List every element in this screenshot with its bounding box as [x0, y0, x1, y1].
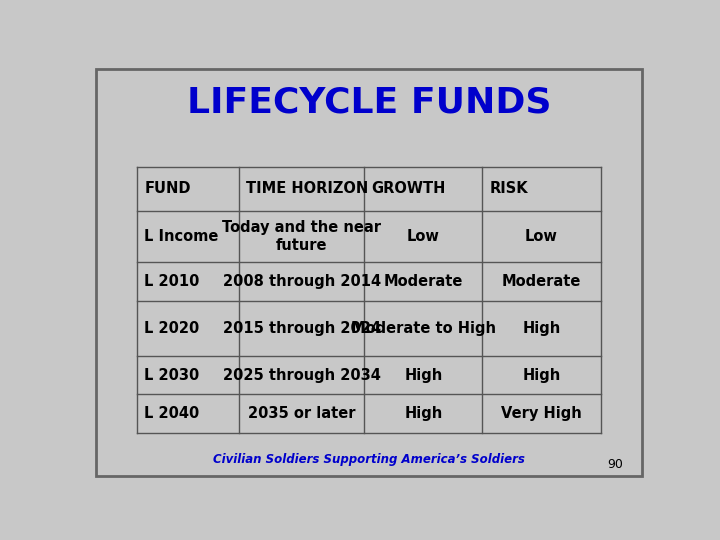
- Text: 2035 or later: 2035 or later: [248, 406, 356, 421]
- Text: High: High: [523, 368, 561, 383]
- Text: L 2030: L 2030: [144, 368, 199, 383]
- Text: 2015 through 2024: 2015 through 2024: [223, 321, 381, 336]
- Text: LIFECYCLE FUNDS: LIFECYCLE FUNDS: [186, 85, 552, 119]
- Text: 2008 through 2014: 2008 through 2014: [222, 274, 381, 289]
- Text: 90: 90: [607, 458, 623, 471]
- Text: L Income: L Income: [144, 229, 218, 244]
- Text: High: High: [523, 321, 561, 336]
- Text: 2025 through 2034: 2025 through 2034: [223, 368, 381, 383]
- Text: Moderate: Moderate: [502, 274, 581, 289]
- Text: TIME HORIZON: TIME HORIZON: [246, 181, 368, 196]
- Text: Moderate: Moderate: [384, 274, 463, 289]
- Text: Civilian Soldiers Supporting America’s Soldiers: Civilian Soldiers Supporting America’s S…: [213, 453, 525, 467]
- Text: FUND: FUND: [144, 181, 191, 196]
- Text: Moderate to High: Moderate to High: [351, 321, 496, 336]
- Text: Low: Low: [525, 229, 558, 244]
- Text: High: High: [405, 406, 443, 421]
- Text: Low: Low: [407, 229, 440, 244]
- Text: L 2010: L 2010: [144, 274, 199, 289]
- Text: High: High: [405, 368, 443, 383]
- Text: Very High: Very High: [501, 406, 582, 421]
- Bar: [138, 167, 600, 433]
- Text: Today and the near
future: Today and the near future: [222, 220, 382, 253]
- Text: L 2020: L 2020: [144, 321, 199, 336]
- Text: RISK: RISK: [489, 181, 528, 196]
- Text: L 2040: L 2040: [144, 406, 199, 421]
- Text: GROWTH: GROWTH: [371, 181, 446, 196]
